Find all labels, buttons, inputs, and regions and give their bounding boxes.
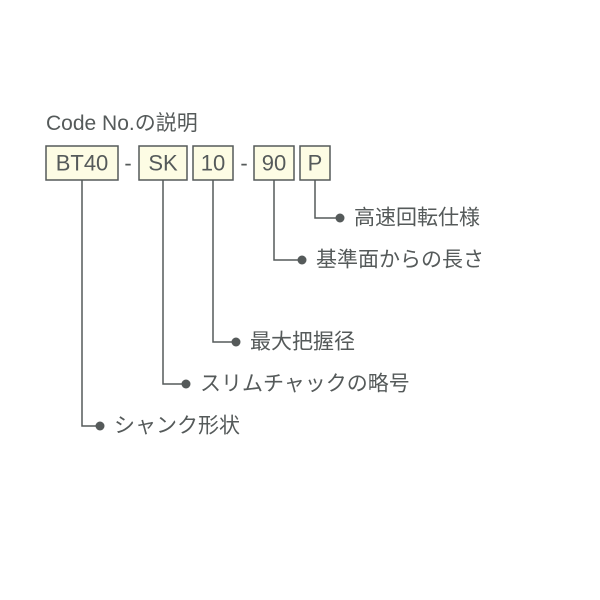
code-text-bt40: BT40 <box>56 151 109 176</box>
description-sk: スリムチャックの略号 <box>200 373 410 396</box>
bullet-bt40 <box>96 422 105 431</box>
code-text-d90: 90 <box>262 151 286 176</box>
leader-line-d10 <box>213 180 236 342</box>
code-text-d10: 10 <box>201 151 225 176</box>
separator-0: - <box>124 151 131 176</box>
code-text-p: P <box>308 151 323 176</box>
leader-line-sk <box>163 180 186 384</box>
title-text: Code No.の説明 <box>46 112 198 135</box>
code-text-sk: SK <box>148 151 178 176</box>
leader-line-bt40 <box>82 180 100 426</box>
bullet-sk <box>182 380 191 389</box>
description-d10: 最大把握径 <box>250 331 355 354</box>
leader-line-d90 <box>274 180 302 260</box>
leader-line-p <box>315 180 340 218</box>
bullet-d10 <box>232 338 241 347</box>
description-bt40: シャンク形状 <box>114 415 240 438</box>
description-d90: 基準面からの長さ <box>316 249 484 272</box>
description-p: 高速回転仕様 <box>354 207 480 230</box>
bullet-d90 <box>298 256 307 265</box>
separator-1: - <box>240 151 247 176</box>
bullet-p <box>336 214 345 223</box>
